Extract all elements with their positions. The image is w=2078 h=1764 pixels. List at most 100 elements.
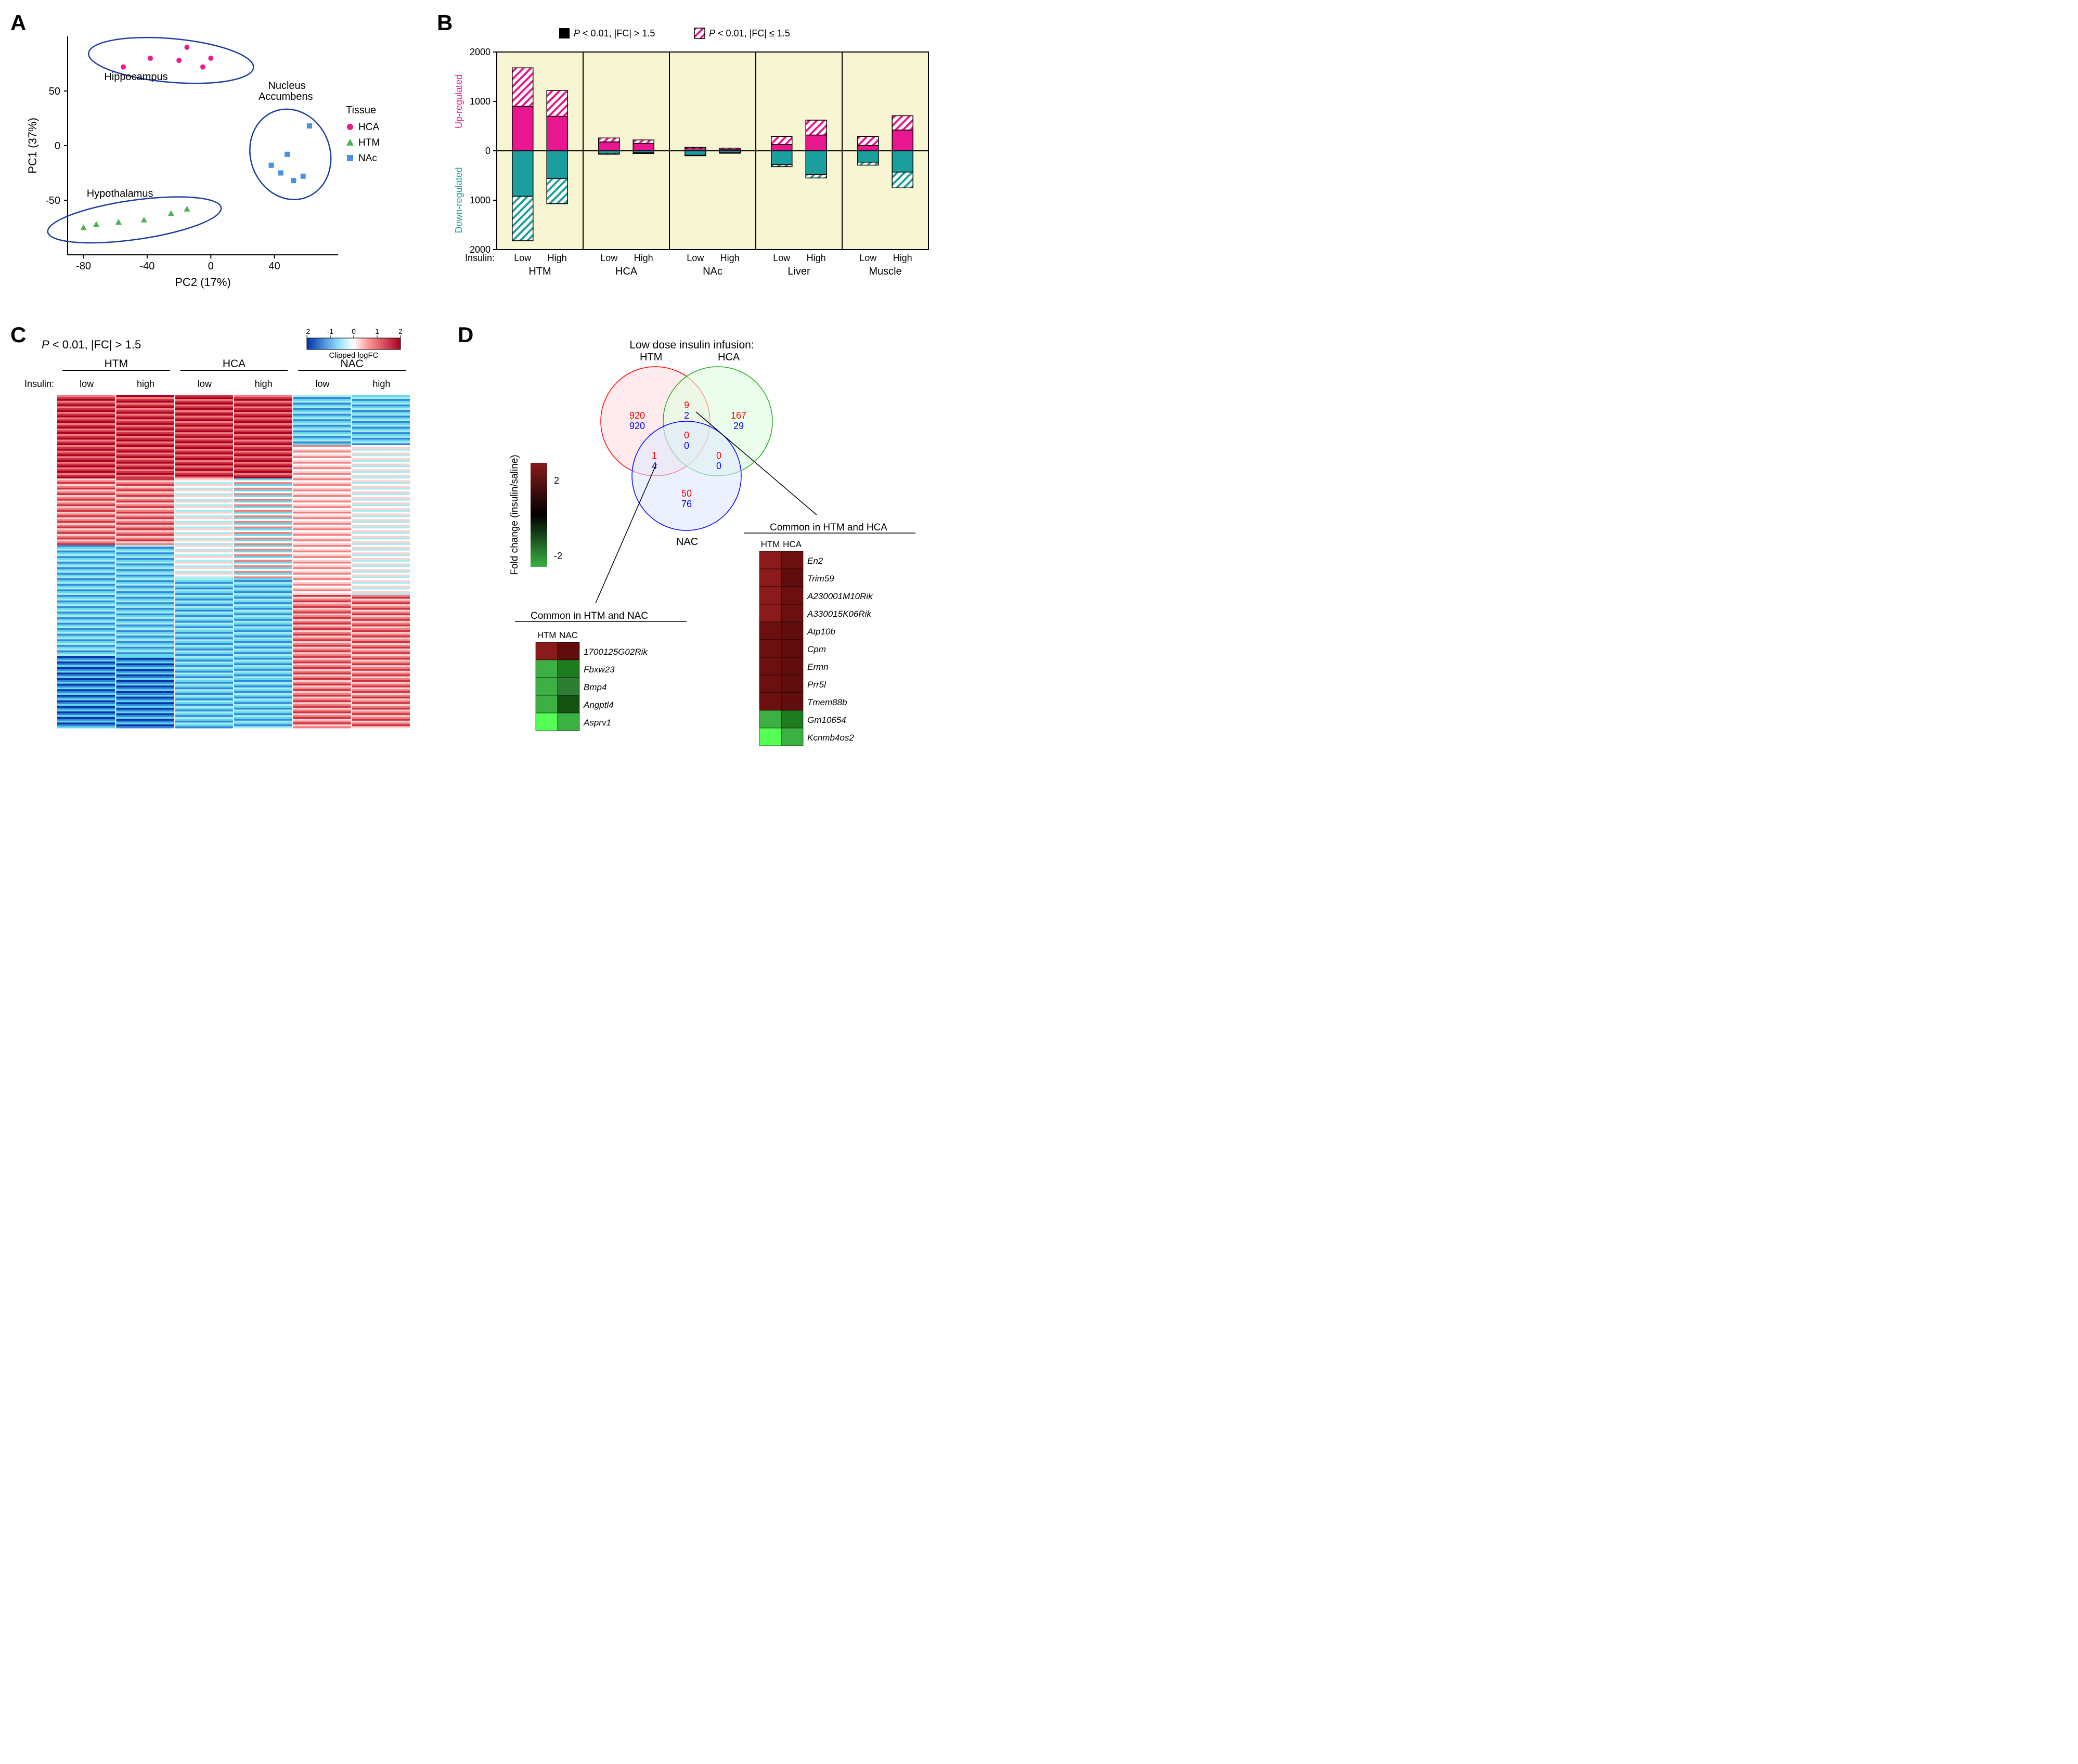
svg-text:High: High xyxy=(548,253,567,263)
svg-text:High: High xyxy=(720,253,740,263)
svg-text:50: 50 xyxy=(681,488,692,499)
panel-c-label: C xyxy=(10,322,26,347)
svg-text:Asprv1: Asprv1 xyxy=(583,718,611,728)
svg-text:76: 76 xyxy=(681,499,692,509)
svg-text:high: high xyxy=(255,379,273,389)
svg-text:High: High xyxy=(893,253,912,263)
svg-text:Common in HTM and NAC: Common in HTM and NAC xyxy=(531,611,648,621)
svg-text:-40: -40 xyxy=(139,261,154,272)
svg-text:Hypothalamus: Hypothalamus xyxy=(87,188,153,200)
svg-text:0: 0 xyxy=(716,461,721,471)
svg-text:HTM: HTM xyxy=(761,539,780,549)
heatmap: P < 0.01, |FC| > 1.5-2-1012Clipped logFC… xyxy=(16,328,442,754)
svg-text:1: 1 xyxy=(375,328,379,335)
svg-text:High: High xyxy=(807,253,826,263)
svg-text:Bmp4: Bmp4 xyxy=(584,682,606,692)
panel-d: D Low dose insulin infusion:HTMHCANAC920… xyxy=(463,328,941,754)
svg-text:1700125G02Rik: 1700125G02Rik xyxy=(584,647,648,657)
svg-text:Nucleus: Nucleus xyxy=(268,80,305,92)
svg-text:Cpm: Cpm xyxy=(807,644,826,654)
svg-text:0: 0 xyxy=(684,440,689,451)
svg-text:Common in HTM and HCA: Common in HTM and HCA xyxy=(770,522,887,533)
svg-text:HTM: HTM xyxy=(528,266,551,277)
svg-text:Muscle: Muscle xyxy=(869,266,901,277)
svg-text:Prr5l: Prr5l xyxy=(807,680,827,690)
svg-text:PC2 (17%): PC2 (17%) xyxy=(175,276,231,289)
svg-text:-80: -80 xyxy=(76,261,91,272)
svg-text:Fbxw23: Fbxw23 xyxy=(584,665,615,675)
svg-text:0: 0 xyxy=(716,450,721,461)
svg-text:2: 2 xyxy=(398,328,403,335)
svg-text:NAC: NAC xyxy=(676,536,698,548)
svg-text:HTM: HTM xyxy=(537,630,557,640)
svg-text:Low dose insulin infusion:: Low dose insulin infusion: xyxy=(629,339,754,351)
svg-text:Gm10654: Gm10654 xyxy=(807,715,846,725)
svg-text:HCA: HCA xyxy=(718,352,740,363)
svg-text:HCA: HCA xyxy=(358,122,379,133)
svg-text:0: 0 xyxy=(352,328,356,335)
svg-text:167: 167 xyxy=(731,410,746,421)
svg-text:NAC: NAC xyxy=(559,630,578,640)
svg-text:low: low xyxy=(80,379,94,389)
svg-text:920: 920 xyxy=(629,421,645,431)
svg-text:P < 0.01, |FC| > 1.5: P < 0.01, |FC| > 1.5 xyxy=(42,338,141,351)
svg-text:2: 2 xyxy=(554,475,559,486)
svg-text:Insulin:: Insulin: xyxy=(24,379,54,389)
svg-text:Down-regulated: Down-regulated xyxy=(454,167,464,233)
svg-text:PC1 (37%): PC1 (37%) xyxy=(26,118,39,174)
pca-plot: -80-40040-50050PC2 (17%)PC1 (37%)Hippoca… xyxy=(16,16,421,307)
svg-text:0: 0 xyxy=(485,146,491,156)
svg-text:Accumbens: Accumbens xyxy=(259,91,313,102)
svg-text:A230001M10Rik: A230001M10Rik xyxy=(807,591,873,601)
svg-text:P < 0.01, |FC| ≤ 1.5: P < 0.01, |FC| ≤ 1.5 xyxy=(709,28,790,38)
svg-text:-2: -2 xyxy=(554,551,562,561)
svg-text:HCA: HCA xyxy=(615,266,638,277)
svg-text:Low: Low xyxy=(600,253,618,263)
svg-text:-1: -1 xyxy=(327,328,334,335)
svg-text:Ermn: Ermn xyxy=(807,662,829,672)
svg-text:high: high xyxy=(372,379,390,389)
svg-text:HCA: HCA xyxy=(223,358,246,370)
svg-text:low: low xyxy=(198,379,212,389)
svg-text:Fold change (insulin/saline): Fold change (insulin/saline) xyxy=(509,455,520,575)
svg-text:Hippocampus: Hippocampus xyxy=(104,71,167,83)
svg-text:Low: Low xyxy=(859,253,877,263)
panel-b-label: B xyxy=(437,10,453,35)
panel-d-label: D xyxy=(458,322,473,347)
svg-text:A330015K06Rik: A330015K06Rik xyxy=(807,609,872,619)
svg-text:9: 9 xyxy=(684,400,689,410)
svg-text:50: 50 xyxy=(49,86,60,97)
svg-text:Low: Low xyxy=(514,253,532,263)
svg-text:HTM: HTM xyxy=(105,358,128,370)
svg-text:0: 0 xyxy=(208,261,214,272)
figure-grid: A -80-40040-50050PC2 (17%)PC1 (37%)Hippo… xyxy=(16,16,952,754)
svg-text:29: 29 xyxy=(733,421,744,431)
bar-chart: 01000100020002000LowHighLowHighLowHighLo… xyxy=(442,16,941,307)
svg-text:High: High xyxy=(634,253,653,263)
svg-text:P < 0.01, |FC| > 1.5: P < 0.01, |FC| > 1.5 xyxy=(574,28,655,38)
svg-text:NAC: NAC xyxy=(340,358,363,370)
svg-text:Low: Low xyxy=(687,253,704,263)
svg-text:1000: 1000 xyxy=(470,195,491,205)
svg-text:NAc: NAc xyxy=(703,266,722,277)
svg-text:low: low xyxy=(315,379,330,389)
svg-text:2: 2 xyxy=(684,410,689,421)
svg-text:high: high xyxy=(137,379,154,389)
svg-text:Liver: Liver xyxy=(788,266,810,277)
svg-text:Low: Low xyxy=(773,253,791,263)
svg-text:1: 1 xyxy=(652,450,657,461)
svg-text:Tmem88b: Tmem88b xyxy=(807,697,847,707)
svg-text:HTM: HTM xyxy=(640,352,662,363)
svg-text:NAc: NAc xyxy=(358,153,377,164)
panel-c: C P < 0.01, |FC| > 1.5-2-1012Clipped log… xyxy=(16,328,442,754)
svg-text:40: 40 xyxy=(269,261,280,272)
panel-b: B 01000100020002000LowHighLowHighLowHigh… xyxy=(442,16,941,307)
svg-text:Tissue: Tissue xyxy=(346,105,376,116)
venn-heatmaps: Low dose insulin infusion:HTMHCANAC92092… xyxy=(463,328,941,754)
panel-a: A -80-40040-50050PC2 (17%)PC1 (37%)Hippo… xyxy=(16,16,421,307)
svg-text:En2: En2 xyxy=(807,556,823,566)
svg-text:0: 0 xyxy=(55,140,60,152)
svg-text:Up-regulated: Up-regulated xyxy=(454,74,464,128)
svg-text:HTM: HTM xyxy=(358,137,380,148)
panel-a-label: A xyxy=(10,10,26,35)
